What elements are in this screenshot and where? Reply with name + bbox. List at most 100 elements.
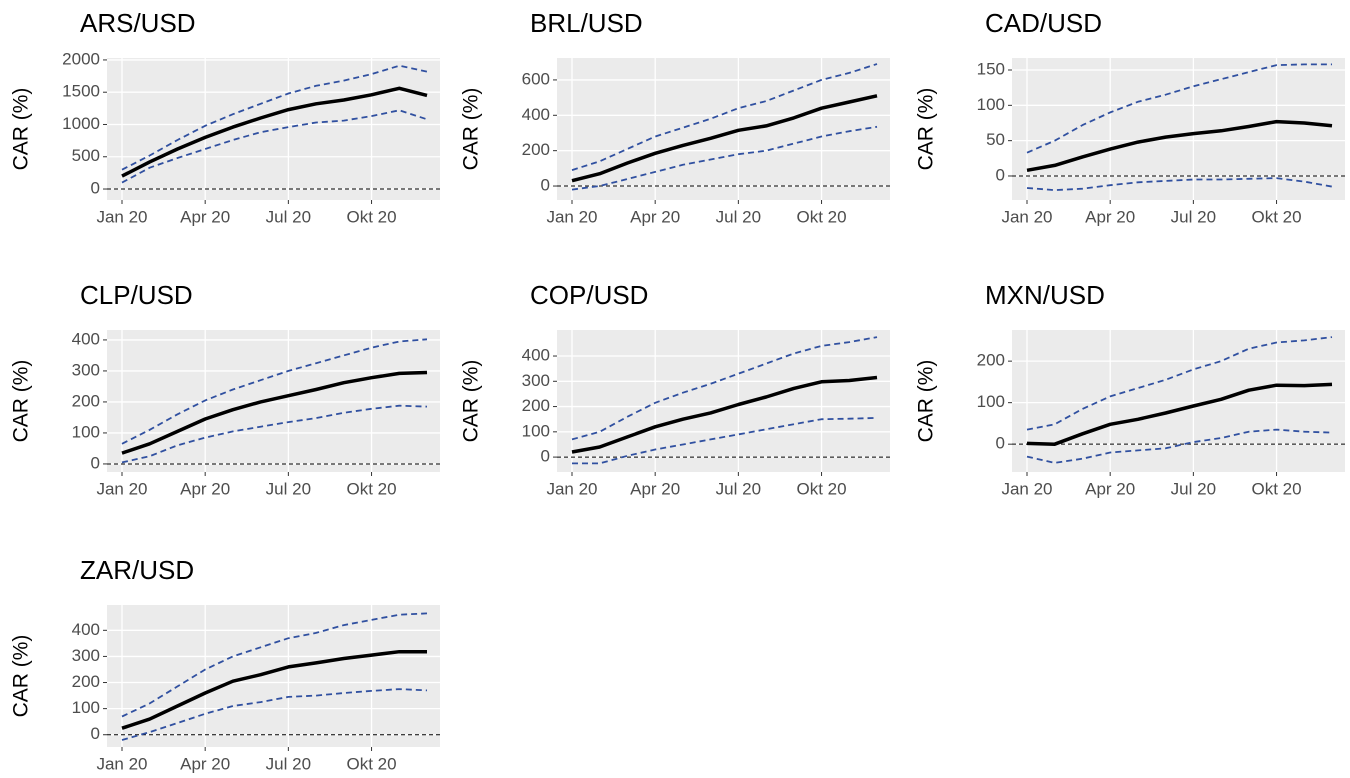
band-line (571, 336, 878, 441)
x-tick-label: Jul 20 (266, 207, 311, 226)
x-tick-label: Jan 20 (546, 207, 597, 226)
band-line (121, 404, 428, 464)
band-line (121, 688, 428, 741)
x-tick-label: Jan 20 (1001, 479, 1052, 498)
x-tick-label: Okt 20 (346, 207, 396, 226)
y-tick-label: 200 (72, 391, 100, 410)
x-tick-label: Jul 20 (1171, 207, 1216, 226)
x-tick-label: Apr 20 (180, 754, 230, 773)
y-tick-label: 400 (522, 105, 550, 124)
y-tick-label: 500 (72, 146, 100, 165)
y-tick-label: 300 (72, 360, 100, 379)
y-tick-label: 300 (72, 646, 100, 665)
y-tick-label: 0 (996, 165, 1005, 184)
car-line (571, 375, 878, 454)
y-tick-label: 400 (522, 346, 550, 365)
band-line (121, 64, 428, 171)
panel-title: CLP/USD (80, 280, 193, 310)
plot-background (107, 330, 440, 472)
plot-background (1012, 330, 1345, 472)
y-tick-label: 100 (72, 422, 100, 441)
y-axis-title: CAR (%) (10, 360, 33, 443)
y-tick-label: 100 (977, 95, 1005, 114)
y-axis-title: CAR (%) (460, 88, 483, 171)
y-tick-label: 150 (977, 59, 1005, 78)
band-line (572, 417, 878, 465)
y-tick-label: 0 (996, 434, 1005, 453)
x-tick-label: Apr 20 (1085, 479, 1135, 498)
y-tick-label: 100 (977, 392, 1005, 411)
band-line (1026, 63, 1332, 154)
y-tick-label: 200 (522, 140, 550, 159)
band-line (1026, 428, 1333, 464)
y-axis-title: CAR (%) (915, 360, 938, 443)
y-axis-title: CAR (%) (460, 360, 483, 443)
band-line (121, 109, 428, 184)
panel-title: ARS/USD (80, 8, 196, 38)
panel-title: ZAR/USD (80, 555, 194, 585)
plot-background (557, 58, 890, 200)
car-line (121, 649, 427, 730)
x-tick-label: Apr 20 (180, 207, 230, 226)
car-line (571, 94, 878, 183)
y-tick-label: 300 (522, 371, 550, 390)
x-tick-label: Okt 20 (796, 479, 846, 498)
car-line (121, 370, 428, 455)
band-line (1026, 177, 1333, 191)
y-axis-title: CAR (%) (10, 88, 33, 171)
x-tick-label: Apr 20 (1085, 207, 1135, 226)
y-tick-label: 2000 (62, 49, 100, 68)
y-tick-label: 0 (91, 179, 100, 198)
y-tick-label: 600 (522, 69, 550, 88)
y-tick-label: 400 (72, 620, 100, 639)
x-tick-label: Okt 20 (1251, 207, 1301, 226)
band-line (571, 125, 878, 191)
x-tick-label: Jul 20 (266, 754, 311, 773)
x-tick-label: Jan 20 (96, 754, 147, 773)
panel-title: COP/USD (530, 280, 648, 310)
plot-background (107, 605, 440, 747)
y-tick-label: 1500 (62, 82, 100, 101)
x-tick-label: Apr 20 (630, 479, 680, 498)
x-tick-label: Jan 20 (1001, 207, 1052, 226)
y-tick-label: 1000 (62, 114, 100, 133)
x-tick-label: Okt 20 (346, 479, 396, 498)
x-tick-label: Okt 20 (346, 754, 396, 773)
y-tick-label: 0 (91, 453, 100, 472)
band-line (121, 338, 428, 445)
y-tick-label: 0 (91, 724, 100, 743)
panel: MXN/USD CAR (%) 0 100 200 Jan 20 Apr 20 Jul 20 O… (915, 280, 1345, 498)
plot-background (1012, 58, 1345, 200)
y-tick-label: 50 (986, 130, 1005, 149)
band-line (1026, 336, 1333, 431)
y-tick-label: 200 (72, 672, 100, 691)
panel: BRL/USD CAR (%) 0 200 400 600 Jan 20 Apr 20 Jul … (460, 8, 890, 226)
band-line (571, 63, 878, 171)
panel-title: MXN/USD (985, 280, 1105, 310)
car-line (1026, 119, 1333, 173)
panel: ARS/USD CAR (%) 0 500 1000 1500 2000 Jan 20 Apr … (10, 8, 440, 226)
panel: ZAR/USD CAR (%) 0 100 200 300 400 Jan 20 Apr 20 J… (10, 555, 440, 773)
x-tick-label: Okt 20 (1251, 479, 1301, 498)
plot-background (557, 330, 890, 472)
x-tick-label: Jul 20 (716, 207, 761, 226)
y-tick-label: 0 (541, 447, 550, 466)
band-line (121, 612, 428, 718)
x-tick-label: Apr 20 (180, 479, 230, 498)
panel: CLP/USD CAR (%) 0 100 200 300 400 Jan 20 Apr 20 J… (10, 280, 440, 498)
y-tick-label: 200 (522, 396, 550, 415)
x-tick-label: Jul 20 (266, 479, 311, 498)
panel: COP/USD CAR (%) 0 100 200 300 400 Jan 20 Apr 20 J… (460, 280, 890, 498)
panel-title: BRL/USD (530, 8, 643, 38)
x-tick-label: Apr 20 (630, 207, 680, 226)
y-axis-title: CAR (%) (915, 88, 938, 171)
x-tick-label: Jul 20 (716, 479, 761, 498)
y-tick-label: 100 (72, 698, 100, 717)
y-tick-label: 200 (977, 351, 1005, 370)
y-tick-label: 100 (522, 421, 550, 440)
x-tick-label: Jan 20 (546, 479, 597, 498)
panel-title: CAD/USD (985, 8, 1102, 38)
car-line (1026, 382, 1333, 446)
x-tick-label: Okt 20 (796, 207, 846, 226)
car-line (121, 86, 428, 178)
